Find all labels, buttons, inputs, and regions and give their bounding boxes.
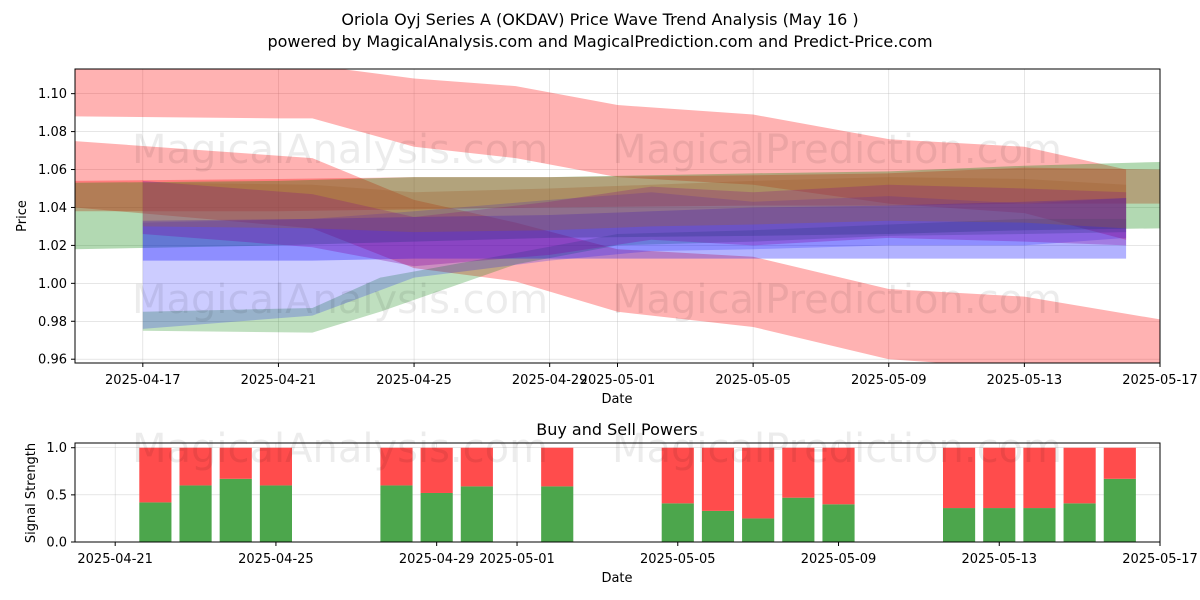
price-y-tick-label: 1.00 <box>38 277 67 292</box>
buy-power-bar <box>139 502 172 542</box>
buy-power-bar <box>742 518 775 542</box>
signal-x-tick-label: 2025-05-01 <box>479 552 555 567</box>
price-y-axis-label: Price <box>15 200 30 232</box>
signal-watermarks: MagicalAnalysis.com MagicalPrediction.co… <box>132 426 1062 472</box>
sell-power-bar <box>219 447 252 479</box>
sell-power-bar <box>541 447 574 487</box>
buy-power-bar <box>541 486 574 542</box>
price-x-tick-label: 2025-05-17 <box>1122 373 1198 388</box>
sell-power-bar <box>1103 447 1136 479</box>
buy-power-bar <box>1023 508 1056 542</box>
buy-power-bar <box>983 508 1016 542</box>
price-y-tick-label: 1.02 <box>38 239 67 254</box>
signal-plot-frame <box>74 442 1161 543</box>
buy-power-bar <box>1103 478 1136 542</box>
price-x-tick-label: 2025-04-25 <box>376 373 452 388</box>
signal-x-tick-label: 2025-05-09 <box>801 552 877 567</box>
price-x-tick-label: 2025-05-09 <box>851 373 927 388</box>
price-y-tick-label: 1.10 <box>38 87 67 102</box>
price-wave-band-7 <box>142 197 1127 261</box>
buy-power-bar <box>179 485 212 542</box>
price-wave-band-8 <box>142 180 1127 267</box>
watermark-analysis-top-1: MagicalAnalysis.com <box>132 127 548 173</box>
signal-y-tick-label: 0.5 <box>46 488 67 503</box>
sell-power-bar <box>742 447 775 519</box>
buy-power-bar <box>219 478 252 542</box>
signal-x-tick-label: 2025-04-25 <box>238 552 314 567</box>
buy-power-bar <box>420 492 453 542</box>
chart-title-line2: powered by MagicalAnalysis.com and Magic… <box>267 32 932 51</box>
signal-x-tick-label: 2025-05-17 <box>1122 552 1198 567</box>
sell-power-bar <box>1063 447 1096 504</box>
sell-power-bar <box>380 447 413 486</box>
price-bands <box>75 69 1160 363</box>
sell-power-bar <box>943 447 976 509</box>
price-wave-band-9 <box>142 177 1127 233</box>
buy-power-bar <box>661 503 694 542</box>
signal-y-axis-label: Signal Strength <box>24 443 39 543</box>
buy-power-bar <box>701 510 735 542</box>
signal-y-tick-label: 1.0 <box>46 441 67 456</box>
sell-power-bar <box>983 447 1016 509</box>
signal-y-tick-label: 0.0 <box>46 536 67 551</box>
buy-power-bar <box>943 508 976 542</box>
buy-power-bar <box>782 497 815 542</box>
price-wave-band-4 <box>75 161 1160 250</box>
price-y-ticks: 0.96 0.98 1.00 1.02 1.04 1.06 1.08 1.10 <box>38 87 75 368</box>
sell-power-bar <box>1023 447 1056 509</box>
sell-power-bar <box>460 447 493 487</box>
sell-power-bar <box>661 447 694 504</box>
sell-power-bar <box>420 447 453 493</box>
sell-power-bar <box>259 447 292 486</box>
price-x-tick-label: 2025-04-17 <box>105 373 181 388</box>
signal-chart-title: Buy and Sell Powers <box>536 420 698 439</box>
signal-x-tick-label: 2025-05-05 <box>640 552 716 567</box>
price-chart: MagicalAnalysis.com MagicalPrediction.co… <box>15 68 1198 407</box>
price-y-tick-label: 1.04 <box>38 201 67 216</box>
sell-power-bar <box>782 447 815 498</box>
price-x-ticks: 2025-04-17 2025-04-21 2025-04-25 2025-04-29… <box>105 363 1198 388</box>
price-x-tick-label: 2025-05-13 <box>987 373 1063 388</box>
signal-x-tick-label: 2025-04-21 <box>77 552 153 567</box>
signal-x-tick-label: 2025-05-13 <box>961 552 1037 567</box>
signal-chart: Buy and Sell Powers MagicalAnalysis.com … <box>24 420 1198 586</box>
signal-x-axis-label: Date <box>601 571 632 586</box>
price-wave-band-3 <box>75 167 1160 212</box>
price-y-tick-label: 0.98 <box>38 315 67 330</box>
price-wave-band-6 <box>142 192 1127 329</box>
price-x-tick-label: 2025-05-05 <box>715 373 791 388</box>
price-y-tick-label: 0.96 <box>38 353 67 368</box>
buy-power-bar <box>822 504 855 542</box>
sell-power-bar <box>822 447 855 505</box>
buy-power-bar <box>259 485 292 542</box>
chart-title-line1: Oriola Oyj Series A (OKDAV) Price Wave T… <box>341 10 858 29</box>
price-watermarks: MagicalAnalysis.com MagicalPrediction.co… <box>132 127 1062 323</box>
price-y-tick-label: 1.06 <box>38 163 67 178</box>
price-x-axis-label: Date <box>601 392 632 407</box>
watermark-analysis-top-2: MagicalAnalysis.com <box>132 277 548 323</box>
price-x-tick-label: 2025-04-29 <box>512 373 588 388</box>
price-wave-band-1 <box>75 69 1127 240</box>
sell-power-bar <box>701 447 735 511</box>
sell-power-bar <box>139 447 172 503</box>
watermark-analysis-bottom: MagicalAnalysis.com <box>132 426 548 472</box>
buy-power-bar <box>460 486 493 542</box>
price-y-tick-label: 1.08 <box>38 125 67 140</box>
price-wave-band-2 <box>75 141 1160 363</box>
buy-power-bar <box>380 485 413 542</box>
signal-bars <box>139 447 1136 542</box>
signal-x-ticks: 2025-04-21 2025-04-25 2025-04-29 2025-05-01… <box>77 542 1198 567</box>
signal-y-ticks: 0.0 0.5 1.0 <box>46 441 75 551</box>
signal-x-tick-label: 2025-04-29 <box>399 552 475 567</box>
buy-power-bar <box>1063 503 1096 542</box>
price-x-tick-label: 2025-04-21 <box>241 373 317 388</box>
sell-power-bar <box>179 447 212 486</box>
watermark-prediction-top-1: MagicalPrediction.com <box>612 127 1062 173</box>
price-wave-band-5 <box>142 218 1127 333</box>
price-x-tick-label: 2025-05-01 <box>580 373 656 388</box>
watermark-prediction-bottom: MagicalPrediction.com <box>612 426 1062 472</box>
watermark-prediction-top-2: MagicalPrediction.com <box>612 277 1062 323</box>
price-bands-clipped <box>75 69 1160 363</box>
